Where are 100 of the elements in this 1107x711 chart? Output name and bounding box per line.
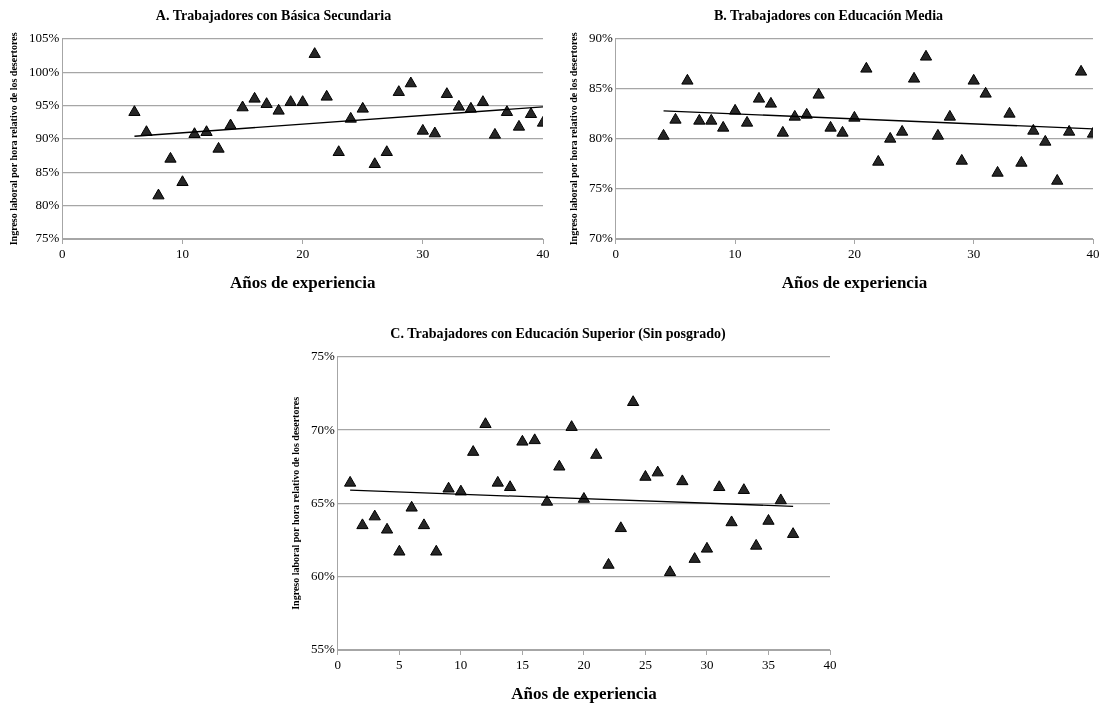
point xyxy=(356,101,369,113)
point xyxy=(1039,134,1052,146)
point xyxy=(452,99,466,111)
x-tick-label: 0 xyxy=(612,246,620,262)
point xyxy=(308,47,321,58)
point xyxy=(430,544,443,556)
chart-title: B. Trabajadores con Educación Media xyxy=(713,8,944,24)
y-axis-title: Ingreso laboral por hora relativo de los desertores xyxy=(289,396,301,610)
x-tick-label: 5 xyxy=(396,657,403,673)
point xyxy=(296,95,309,106)
y-axis-title: Ingreso laboral por hora relativo de los desertores xyxy=(7,32,19,246)
point xyxy=(440,87,453,98)
point xyxy=(663,565,677,577)
point xyxy=(717,120,730,132)
point xyxy=(1003,106,1016,118)
x-tick-label: 20 xyxy=(296,246,310,262)
point xyxy=(404,76,417,88)
chart-title: A. Trabajadores con Básica Secundaria xyxy=(155,8,392,24)
y-tick-label: 90% xyxy=(588,30,613,46)
point xyxy=(476,95,490,106)
x-tick-label: 40 xyxy=(536,246,550,262)
point xyxy=(967,73,980,85)
point xyxy=(693,113,706,125)
point xyxy=(380,522,394,534)
x-tick-label: 25 xyxy=(638,657,652,673)
point xyxy=(669,112,682,124)
point xyxy=(1074,64,1088,76)
point xyxy=(979,86,992,98)
point xyxy=(528,433,541,445)
point xyxy=(380,145,393,156)
point xyxy=(236,100,249,112)
point xyxy=(907,71,921,83)
point xyxy=(713,480,726,492)
point xyxy=(152,188,165,200)
point xyxy=(212,141,225,153)
x-tick-label: 30 xyxy=(416,246,430,262)
point xyxy=(442,481,455,493)
point xyxy=(752,91,766,103)
x-tick-label: 0 xyxy=(334,657,342,673)
y-tick-label: 80% xyxy=(588,130,613,146)
y-tick-label: 75% xyxy=(310,348,335,364)
point xyxy=(405,500,418,512)
point xyxy=(681,73,694,85)
point xyxy=(627,395,640,406)
point xyxy=(750,538,763,550)
y-tick-label: 75% xyxy=(588,180,613,196)
x-tick-label: 20 xyxy=(847,246,861,262)
point xyxy=(705,113,718,125)
y-tick-label: 100% xyxy=(28,63,60,79)
point xyxy=(1063,124,1076,136)
point xyxy=(737,483,750,494)
x-tick-label: 30 xyxy=(967,246,981,262)
point xyxy=(725,515,738,527)
y-tick-label: 65% xyxy=(310,494,335,510)
point xyxy=(479,417,492,428)
point xyxy=(590,448,603,459)
y-tick-label: 95% xyxy=(35,96,60,112)
point xyxy=(416,123,429,135)
point xyxy=(332,145,345,156)
point xyxy=(639,470,652,481)
point xyxy=(392,85,405,96)
point xyxy=(776,125,789,137)
point xyxy=(516,434,529,446)
point xyxy=(164,151,177,163)
x-tick-label: 10 xyxy=(176,246,189,262)
x-tick-label: 10 xyxy=(728,246,742,262)
point xyxy=(931,128,945,140)
point xyxy=(786,527,800,538)
y-tick-label: 90% xyxy=(35,130,60,146)
point xyxy=(344,475,357,487)
point xyxy=(503,480,517,492)
point xyxy=(602,557,615,569)
point xyxy=(368,509,381,521)
point xyxy=(884,131,897,143)
x-tick-label: 35 xyxy=(761,657,775,673)
point xyxy=(762,513,775,525)
point xyxy=(393,544,406,556)
point xyxy=(356,518,369,530)
point xyxy=(955,153,968,165)
point xyxy=(872,154,885,166)
x-tick-label: 10 xyxy=(454,657,468,673)
point xyxy=(614,521,627,533)
point xyxy=(272,103,285,115)
x-tick-label: 40 xyxy=(1086,246,1100,262)
y-axis-title: Ingreso laboral por hora relativo de los desertores xyxy=(567,32,579,246)
point xyxy=(688,552,701,563)
x-axis-title: Años de experiencia xyxy=(511,684,658,704)
point xyxy=(512,119,526,131)
point xyxy=(176,175,189,187)
point xyxy=(553,459,566,471)
x-tick-label: 0 xyxy=(59,246,66,262)
point xyxy=(824,120,837,132)
chart-title: C. Trabajadores con Educación Superior (Sin posgrado) xyxy=(390,326,727,343)
point xyxy=(1051,173,1064,185)
y-tick-label: 60% xyxy=(310,568,335,584)
point xyxy=(565,420,578,431)
y-tick-label: 70% xyxy=(588,230,613,246)
point xyxy=(540,494,554,506)
point xyxy=(836,125,849,137)
point xyxy=(224,118,237,130)
